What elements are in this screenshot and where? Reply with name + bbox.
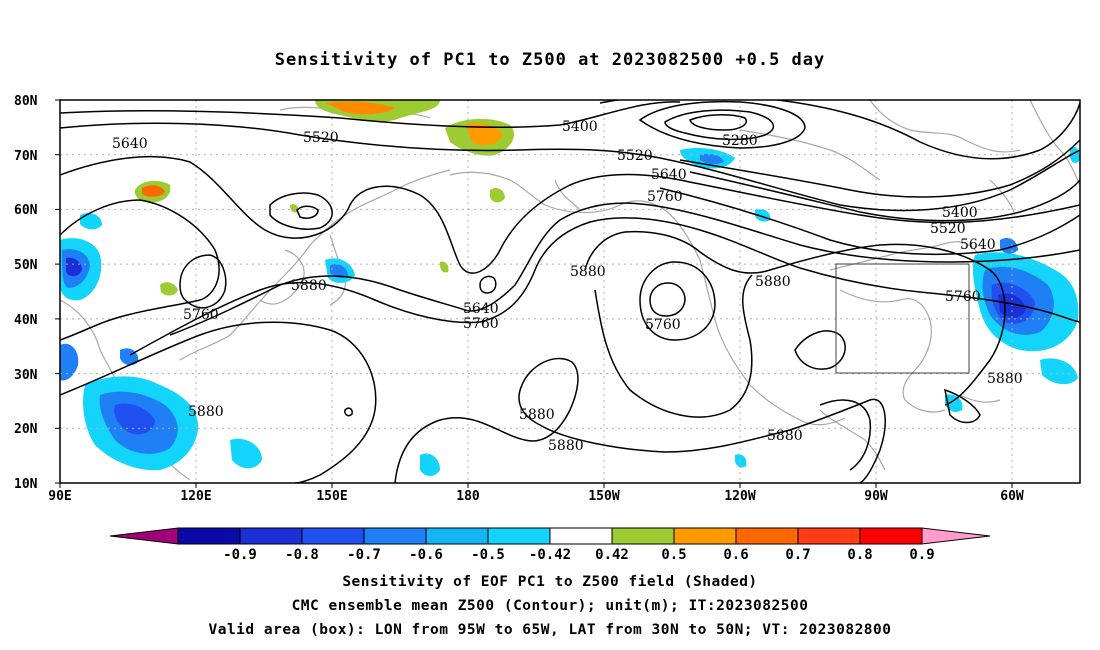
colorbar-tick-label: -0.7 bbox=[347, 547, 381, 563]
colorbar-segment bbox=[859, 527, 923, 545]
lon-tick-label: 60W bbox=[1000, 489, 1024, 504]
lat-tick-label: 50N bbox=[14, 258, 38, 273]
footer-line-1: Sensitivity of EOF PC1 to Z500 field (Sh… bbox=[342, 574, 758, 590]
contour-label: 5520 bbox=[617, 148, 653, 164]
colorbar-segment bbox=[487, 527, 551, 545]
valid-area-box bbox=[835, 263, 970, 374]
contour-label: 5880 bbox=[987, 371, 1023, 387]
footer-line-3: Valid area (box): LON from 95W to 65W, L… bbox=[208, 622, 892, 638]
contour-label-group: 5640 5520 5400 5280 5520 5640 5760 5400 … bbox=[112, 119, 1023, 454]
colorbar-segment bbox=[549, 527, 613, 545]
plot-title: Sensitivity of PC1 to Z500 at 2023082500… bbox=[274, 50, 826, 70]
colorbar-segment bbox=[797, 527, 861, 545]
lat-tick-label: 10N bbox=[14, 477, 38, 492]
lat-tick-label: 30N bbox=[14, 368, 38, 383]
colorbar-segment bbox=[425, 527, 489, 545]
colorbar-segment bbox=[177, 527, 241, 545]
contour-label: 5880 bbox=[755, 274, 791, 290]
contour-label: 5400 bbox=[562, 119, 598, 135]
contour-label: 5880 bbox=[291, 278, 327, 294]
colorbar-extend-max bbox=[921, 527, 991, 545]
lat-tick-labels: 80N 70N 60N 50N 40N 30N 20N 10N bbox=[14, 94, 38, 492]
lat-tick-label: 70N bbox=[14, 149, 38, 164]
contour-label: 5880 bbox=[519, 407, 555, 423]
lon-tick-label: 120E bbox=[180, 489, 211, 504]
contour-label: 5640 bbox=[112, 136, 148, 152]
lat-tick-label: 60N bbox=[14, 203, 38, 218]
lat-tick-label: 20N bbox=[14, 422, 38, 437]
contour-label: 5640 bbox=[960, 237, 996, 253]
lat-tick-label: 40N bbox=[14, 313, 38, 328]
colorbar-segment bbox=[611, 527, 675, 545]
colorbar-tick-label: 0.8 bbox=[847, 547, 872, 563]
axis-ticks bbox=[55, 99, 1013, 488]
colorbar-segment bbox=[735, 527, 799, 545]
contour-label: 5880 bbox=[767, 428, 803, 444]
lon-tick-label: 180 bbox=[456, 489, 480, 504]
contour-label: 5520 bbox=[303, 130, 339, 146]
lon-tick-label: 120W bbox=[724, 489, 755, 504]
colorbar-tick-label: 0.9 bbox=[909, 547, 934, 563]
colorbar-tick-label: -0.9 bbox=[223, 547, 257, 563]
lon-tick-labels: 90E 120E 150E 180 150W 120W 90W 60W bbox=[48, 489, 1024, 504]
colorbar-tick-label: -0.5 bbox=[471, 547, 505, 563]
contour-label: 5400 bbox=[942, 205, 978, 221]
colorbar-segment bbox=[363, 527, 427, 545]
colorbar-tick-label: 0.5 bbox=[661, 547, 686, 563]
lon-tick-label: 150W bbox=[588, 489, 619, 504]
contour-label: 5880 bbox=[548, 438, 584, 454]
contour-label: 5520 bbox=[930, 221, 966, 237]
colorbar-segment bbox=[239, 527, 303, 545]
contour-label: 5280 bbox=[722, 133, 758, 149]
colorbar-segment bbox=[301, 527, 365, 545]
contour-label: 5760 bbox=[463, 316, 499, 332]
lon-tick-label: 150E bbox=[316, 489, 347, 504]
contour-label: 5640 bbox=[463, 301, 499, 317]
shaded-sensitivity bbox=[60, 100, 1080, 476]
lon-tick-label: 90W bbox=[864, 489, 888, 504]
contour-label: 5760 bbox=[645, 317, 681, 333]
contour-label: 5880 bbox=[188, 404, 224, 420]
footer-line-2: CMC ensemble mean Z500 (Contour); unit(m… bbox=[291, 598, 809, 614]
colorbar-tick-label: -0.42 bbox=[529, 547, 571, 563]
colorbar-tick-label: 0.42 bbox=[595, 547, 629, 563]
colorbar-tick-label: -0.6 bbox=[409, 547, 443, 563]
colorbar-segment bbox=[673, 527, 737, 545]
colorbar: -0.9 -0.8 -0.7 -0.6 -0.5 -0.42 0.42 0.5 0.6 0.7 0.… bbox=[109, 527, 991, 563]
contour-label: 5760 bbox=[945, 289, 981, 305]
lon-tick-label: 90E bbox=[48, 489, 71, 504]
colorbar-tick-label: 0.6 bbox=[723, 547, 748, 563]
contour-label: 5760 bbox=[647, 189, 683, 205]
colorbar-tick-label: 0.7 bbox=[785, 547, 810, 563]
lat-tick-label: 80N bbox=[14, 94, 38, 109]
contour-label: 5640 bbox=[651, 167, 687, 183]
contour-label: 5760 bbox=[183, 307, 219, 323]
colorbar-extend-min bbox=[109, 527, 179, 545]
z500-contours bbox=[60, 100, 1080, 483]
colorbar-tick-label: -0.8 bbox=[285, 547, 319, 563]
contour-label: 5880 bbox=[570, 264, 606, 280]
map-frame bbox=[59, 99, 1081, 484]
